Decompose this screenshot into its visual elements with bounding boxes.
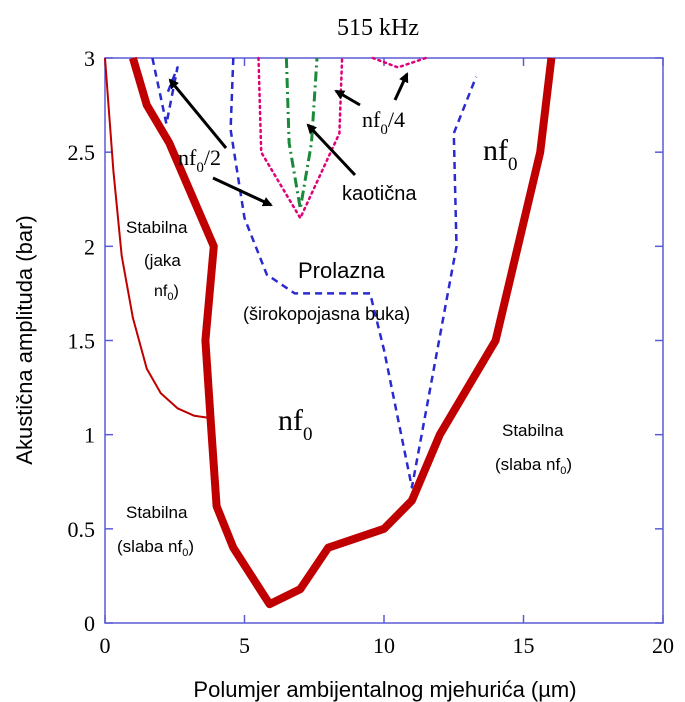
series-line-nf0-2-left xyxy=(151,57,179,126)
label-prolazna-sub: (širokopojasna buka) xyxy=(243,304,410,324)
label-stabilna-jaka-2: (jaka xyxy=(144,251,181,270)
label-kaoticna: kaotična xyxy=(342,183,417,205)
label-stabilna-slaba-right-1: Stabilna xyxy=(502,421,564,440)
label-prolazna: Prolazna xyxy=(298,258,386,283)
label-stabilna-slaba-left-2: (slaba nf0) xyxy=(117,537,194,559)
x-tick-label: 0 xyxy=(100,633,111,658)
arrow-nf0-4-lower xyxy=(334,89,361,107)
x-axis-label: Polumjer ambijentalnog mjehurića (µm) xyxy=(193,677,576,702)
y-axis-ticks: 0 0.5 1 1.5 2 2.5 3 xyxy=(68,46,663,636)
y-tick-label: 1.5 xyxy=(68,329,96,354)
chart-title: 515 kHz xyxy=(337,15,419,41)
y-tick-label: 0.5 xyxy=(68,517,96,542)
arrow-nf0-2-lower xyxy=(212,176,273,207)
label-nf0-top-right: nf0 xyxy=(483,134,518,175)
annotation-arrows xyxy=(168,72,409,207)
series-line-inner-boundary xyxy=(104,57,209,419)
label-stabilna-jaka-1: Stabilna xyxy=(126,218,188,237)
y-tick-label: 2 xyxy=(84,234,95,259)
y-tick-label: 0 xyxy=(84,611,95,636)
series-line-main-boundary xyxy=(129,56,556,609)
label-nf0-center: nf0 xyxy=(278,404,313,445)
x-axis-ticks: 0 5 10 15 20 xyxy=(100,58,674,658)
label-stabilna-slaba-left-1: Stabilna xyxy=(126,503,188,522)
series-line-nf0-2-main xyxy=(229,57,478,489)
y-tick-label: 2.5 xyxy=(68,140,96,165)
series-line-nf0-4-right xyxy=(371,56,428,69)
label-stabilna-jaka-3: nf0) xyxy=(154,283,179,303)
y-tick-label: 1 xyxy=(84,423,95,448)
series-line-nf0-4-left xyxy=(257,56,344,220)
x-tick-label: 20 xyxy=(652,633,674,658)
y-tick-label: 3 xyxy=(84,46,95,71)
y-axis-label: Akustična amplituda (bar) xyxy=(12,215,37,464)
label-nf0-4: nf0/4 xyxy=(362,107,405,138)
arrow-nf0-4-upper xyxy=(393,72,409,101)
x-tick-label: 10 xyxy=(373,633,395,658)
label-stabilna-slaba-right-2: (slaba nf0) xyxy=(495,455,572,477)
x-tick-label: 15 xyxy=(513,633,535,658)
x-tick-label: 5 xyxy=(239,633,250,658)
arrow-nf0-2-upper xyxy=(168,78,228,149)
series-layer xyxy=(104,56,556,609)
series-line-chaotic xyxy=(284,57,319,211)
arrow-kaoticna xyxy=(306,123,357,177)
